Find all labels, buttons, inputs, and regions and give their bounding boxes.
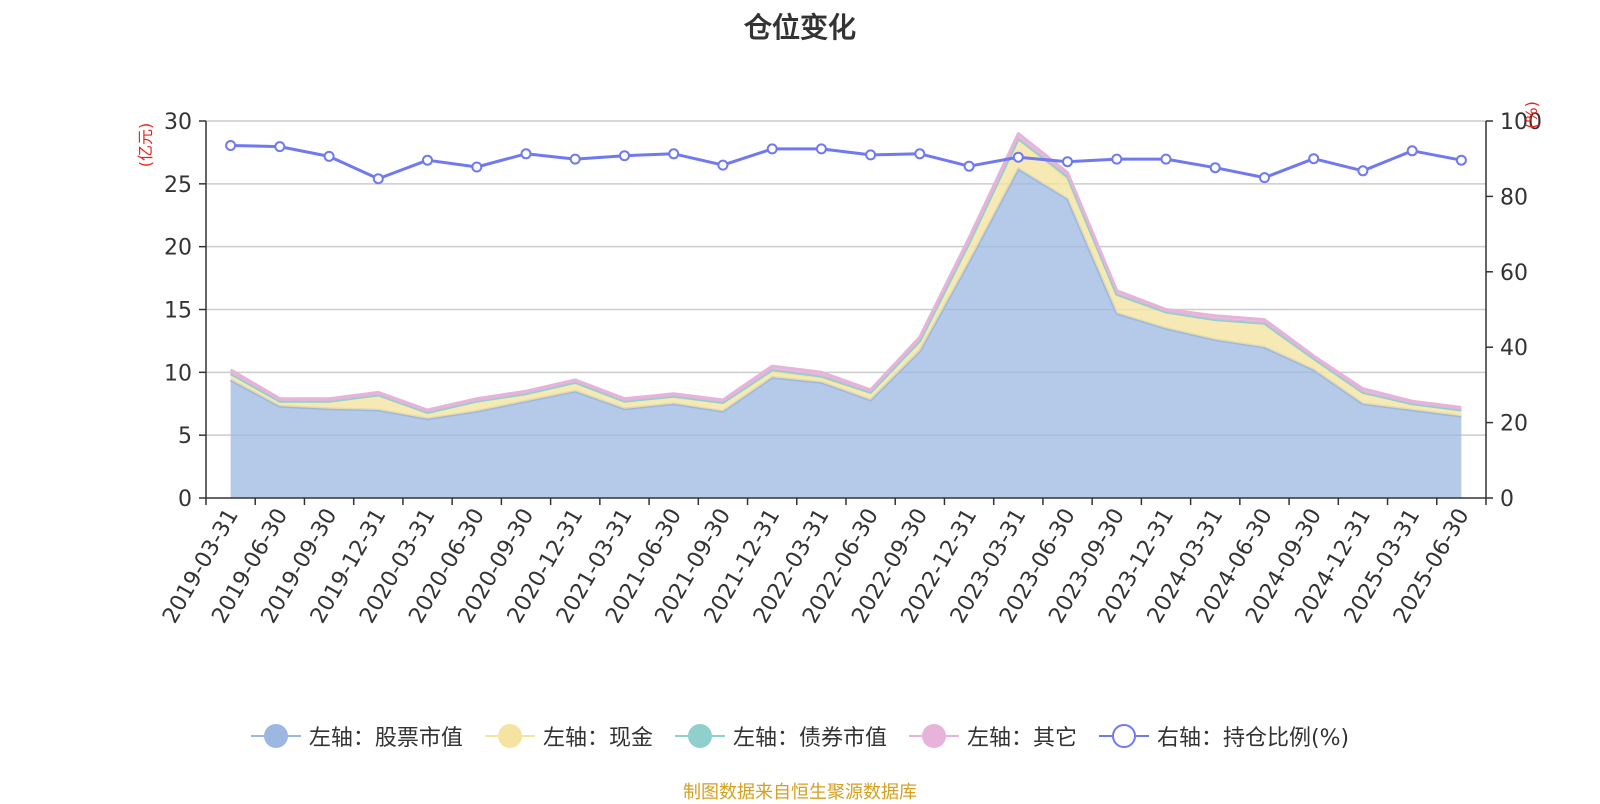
left-axis-tick-label: 25: [164, 173, 192, 198]
legend-item-cash[interactable]: 左轴：现金: [484, 720, 653, 752]
ratio-point: [520, 148, 532, 160]
ratio-point: [372, 173, 384, 185]
legend-label-stock: 左轴：股票市值: [308, 726, 463, 751]
left-axis-tick-label: 0: [178, 487, 192, 512]
right-axis-tick-label: 80: [1500, 185, 1528, 210]
ratio-line-path: [230, 144, 1462, 181]
ratio-point: [323, 150, 335, 162]
ratio-point: [865, 149, 877, 161]
ratio-point: [1160, 153, 1172, 165]
ratio-point: [471, 161, 483, 173]
ratio-point: [1357, 165, 1369, 177]
ratio-point: [422, 154, 433, 166]
ratio-point: [569, 153, 581, 165]
ratio-point: [1259, 172, 1270, 184]
ratio-point: [914, 148, 926, 160]
ratio-point: [1012, 151, 1024, 163]
ratio-point: [1111, 153, 1123, 165]
area-1: [230, 168, 1462, 499]
legend-marker-other: [908, 724, 959, 748]
ratio-point: [1209, 162, 1221, 174]
data-source-note: 制图数据来自恒生聚源数据库: [683, 782, 917, 803]
legend-item-stock[interactable]: 左轴：股票市值: [250, 720, 463, 752]
legend-item-bond[interactable]: 左轴：债券市值: [674, 720, 887, 752]
ratio-line: [225, 140, 1467, 185]
ratio-point: [963, 160, 975, 172]
left-axis-unit-label: (亿元): [136, 123, 155, 168]
ratio-point: [1406, 145, 1418, 157]
legend-marker-bond: [674, 724, 725, 748]
right-axis-tick-label: 40: [1500, 336, 1528, 361]
ratio-point: [815, 143, 827, 155]
left-axis-tick-label: 20: [164, 236, 192, 261]
legend-label-cash: 左轴：现金: [542, 726, 653, 751]
right-axis-tick-label: 0: [1500, 487, 1514, 512]
legend-label-ratio: 右轴：持仓比例(%): [1156, 726, 1350, 751]
ratio-point: [274, 141, 286, 153]
right-axis-tick-label: 20: [1500, 412, 1528, 437]
ratio-point: [668, 148, 680, 160]
ratio-point: [766, 143, 778, 155]
legend-marker-ratio: [1098, 724, 1149, 748]
ratio-point: [717, 159, 729, 171]
legend-item-other[interactable]: 左轴：其它: [908, 720, 1077, 752]
chart-title: 仓位变化: [743, 11, 856, 44]
legend-item-ratio[interactable]: 右轴：持仓比例(%): [1098, 720, 1350, 752]
left-axis-tick-label: 15: [164, 299, 192, 324]
legend-label-bond: 左轴：债券市值: [732, 726, 887, 751]
stacked-areas: [229, 132, 1462, 499]
ratio-point: [1455, 154, 1467, 166]
right-axis-tick-label: 100: [1500, 110, 1542, 135]
left-axis-tick-label: 30: [164, 110, 192, 135]
ratio-point: [1062, 156, 1073, 168]
legend: 左轴：股票市值 左轴：现金 左轴：债券市值 左轴：其它 右轴：持仓比例(%): [0, 720, 1600, 752]
ratio-point: [1308, 153, 1320, 165]
left-axis-tick-label: 5: [178, 424, 192, 449]
right-axis-unit-label: (%): [1522, 101, 1541, 129]
left-axis-tick-label: 10: [164, 361, 192, 386]
legend-marker-cash: [484, 724, 535, 748]
right-axis-tick-label: 60: [1500, 261, 1528, 286]
ratio-point: [619, 150, 630, 162]
area-outline-4: [229, 132, 1462, 412]
ratio-point: [225, 140, 237, 151]
legend-marker-stock: [250, 724, 301, 748]
legend-label-other: 左轴：其它: [966, 726, 1077, 751]
position-change-chart: 0510152025300204060801002019-03-312019-0…: [136, 101, 1542, 628]
